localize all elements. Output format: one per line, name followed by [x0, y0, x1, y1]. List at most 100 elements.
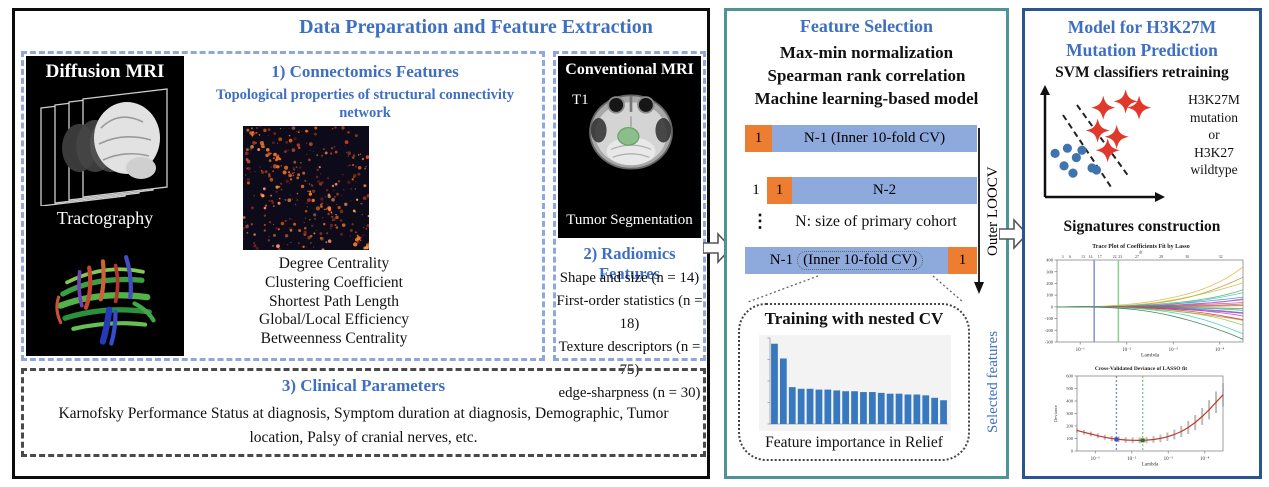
lasso-deviance-plot: Cross-Validated Deviance of LASSO fit 0 10…	[1053, 366, 1224, 467]
feature-selection-title: Feature Selection	[799, 16, 934, 36]
svg-text:400: 400	[1046, 258, 1054, 263]
svg-text:300: 300	[1046, 269, 1054, 274]
radiomics-feature: First-order statistics (n = 18)	[556, 293, 703, 332]
cv-train-cell: N-2	[792, 177, 977, 204]
model-title-line1: Model for H3K27M	[1067, 17, 1217, 37]
svg-text:28: 28	[1159, 254, 1163, 259]
svg-text:600: 600	[1066, 374, 1074, 379]
svg-text:Lambda: Lambda	[1141, 353, 1160, 359]
tumor-segmentation-label: Tumor Segmentation	[566, 212, 693, 228]
svg-text:-200: -200	[1045, 328, 1054, 333]
radiomics-feature: edge-sharpness (n = 30)	[558, 385, 701, 401]
conventional-mri-box: Conventional MRI T1 Tumor Segmentation	[558, 56, 701, 238]
svg-text:300: 300	[1066, 411, 1074, 416]
cv-done-cell: 1	[745, 177, 767, 204]
diffusion-mri-box: Diffusion MRI Tractogr	[26, 56, 184, 356]
lasso-trace-plot: Trace Plot of Coefficients Fit by Lassod…	[1045, 244, 1244, 359]
svg-text:30: 30	[1185, 254, 1189, 259]
svg-text:14: 14	[1088, 254, 1092, 259]
clinical-text: Karnofsky Performance Status at diagnosi…	[58, 405, 669, 446]
funnel-connector	[747, 275, 964, 303]
svg-text:-300: -300	[1045, 340, 1054, 345]
connectomics-feature-list: Degree Centrality Clustering Coefficient S…	[184, 255, 484, 349]
t1-label: T1	[572, 92, 589, 108]
cv-train-cell: N-1 (Inner 10-fold CV)	[772, 125, 977, 152]
svm-scatter-illustration	[1040, 85, 1165, 202]
connectomics-box: Diffusion MRI Tractogr	[21, 51, 545, 361]
svm-heading: SVM classifiers retraining	[1055, 64, 1229, 81]
radiomics-feature: Texture descriptors (n = 75)	[558, 339, 701, 378]
svg-text:-100: -100	[1045, 316, 1054, 321]
svm-class-label: or	[1208, 127, 1220, 142]
svg-text:10⁻⁴: 10⁻⁴	[1215, 347, 1225, 353]
connectomics-feature: Betweenness Centrality	[260, 330, 408, 348]
nested-cv-box: Training with nested CV Feature importan…	[738, 303, 970, 461]
method-line: Max-min normalization	[779, 43, 954, 62]
cv-row: 1 N-1 (Inner 10-fold CV)	[745, 125, 977, 152]
svg-text:Cross-Validated Deviance of LA: Cross-Validated Deviance of LASSO fit	[1095, 366, 1187, 372]
svg-text:Trace Plot of Coefficients Fit: Trace Plot of Coefficients Fit by Lasso	[1092, 244, 1190, 250]
tractography-image	[55, 254, 156, 346]
svg-text:6: 6	[1069, 254, 1071, 259]
panel-model-prediction: Model for H3K27M Mutation Prediction SVM…	[1022, 8, 1262, 479]
connectomics-feature: Clustering Coefficient	[265, 273, 403, 291]
clinical-heading: 3) Clinical Parameters	[281, 376, 446, 395]
cv-test-cell: 1	[948, 247, 977, 274]
method-line: Spearman rank correlation	[767, 66, 966, 85]
cv-train-cell: N-1 (Inner 10-fold CV)	[745, 247, 948, 274]
cv-row3-prefix: N-1	[769, 252, 794, 268]
svg-text:27: 27	[1135, 254, 1139, 259]
svg-text:10⁻²: 10⁻²	[1122, 347, 1132, 353]
panel-data-preparation: Data Preparation and Feature Extraction …	[12, 8, 710, 479]
cohort-note-row: ⋮ N: size of primary cohort	[745, 211, 977, 232]
model-title: Model for H3K27M Mutation Prediction	[1025, 16, 1259, 62]
radiomics-feature-list: Shape and size (n = 14) First-order stati…	[556, 267, 703, 405]
nested-cv-title: Training with nested CV	[764, 309, 944, 328]
svg-text:3: 3	[1062, 254, 1064, 259]
svm-class-label: H3K27M	[1188, 92, 1240, 107]
connectomics-feature: Degree Centrality	[278, 255, 390, 272]
axial-mri-image	[589, 94, 673, 170]
relief-bar-chart	[759, 335, 951, 431]
method-list: Max-min normalization Spearman rank corre…	[727, 41, 1006, 110]
cv-test-cell: 1	[767, 177, 792, 204]
connectomics-feature: Global/Local Efficiency	[259, 311, 409, 329]
connectomics-feature: Shortest Path Length	[268, 292, 400, 310]
signatures-heading: Signatures construction	[1063, 218, 1221, 235]
flow-arrow-icon	[999, 217, 1029, 251]
svm-class-labels: H3K27M mutation or H3K27 wildtype	[1171, 91, 1257, 179]
svg-text:0: 0	[1071, 449, 1074, 454]
cv-row: 1 1 N-2	[745, 177, 977, 204]
radiomics-feature: Shape and size (n = 14)	[559, 270, 700, 286]
clinical-box: 3) Clinical Parameters Karnofsky Perform…	[21, 368, 706, 457]
panel-title: Data Preparation and Feature Extraction	[299, 16, 653, 38]
svg-text:500: 500	[1066, 386, 1074, 391]
svg-text:10⁻¹: 10⁻¹	[1091, 456, 1101, 462]
svg-text:10⁻³: 10⁻³	[1169, 347, 1179, 353]
connectivity-matrix-image	[243, 126, 369, 250]
panel-feature-selection: Feature Selection Max-min normalization S…	[724, 8, 1009, 479]
vertical-ellipsis: ⋮	[751, 211, 769, 231]
relief-caption: Feature importance in Relief	[765, 434, 943, 451]
svg-text:400: 400	[1066, 399, 1074, 404]
svg-text:10⁻⁴: 10⁻⁴	[1200, 456, 1210, 462]
model-title-line2: Mutation Prediction	[1066, 40, 1218, 60]
svg-text:200: 200	[1066, 424, 1074, 429]
svg-text:10⁻¹: 10⁻¹	[1076, 347, 1086, 353]
cv-row: N-1 (Inner 10-fold CV) 1	[745, 247, 977, 274]
svg-text:Deviance: Deviance	[1053, 405, 1058, 422]
tractography-title: Tractography	[56, 208, 154, 228]
svm-class-label: mutation	[1190, 109, 1238, 125]
svg-text:df: df	[1139, 250, 1143, 255]
radiomics-box: Conventional MRI T1 Tumor Segmentation 2…	[553, 51, 706, 401]
cv-test-cell: 1	[745, 125, 772, 152]
radiomics-heading: 2) Radiomics Features	[583, 244, 676, 283]
svg-text:200: 200	[1046, 281, 1054, 286]
svg-text:0: 0	[1051, 304, 1054, 309]
svg-text:100: 100	[1066, 436, 1074, 441]
svg-text:100: 100	[1046, 293, 1054, 298]
connectomics-heading: 1) Connectomics Features	[271, 62, 459, 81]
svg-text:10⁻²: 10⁻²	[1127, 456, 1137, 462]
connectomics-subheading: Topological properties of structural con…	[215, 87, 515, 121]
inner-cv-outline: (Inner 10-fold CV)	[797, 251, 924, 270]
